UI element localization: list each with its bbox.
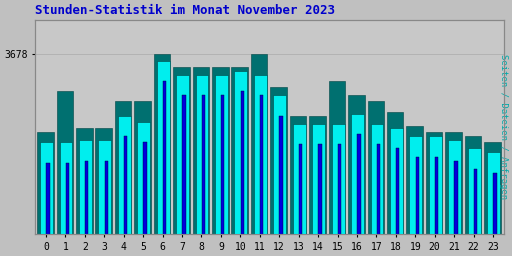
Bar [221, 95, 224, 256]
Bar [37, 132, 54, 256]
Bar [59, 142, 73, 256]
Bar [348, 95, 365, 256]
Bar [390, 128, 403, 256]
Bar [202, 95, 205, 256]
Bar [46, 163, 50, 256]
Bar [196, 75, 208, 256]
Bar [312, 124, 325, 256]
Bar [231, 67, 248, 256]
Bar [98, 140, 111, 256]
Bar [118, 116, 131, 256]
Bar [416, 157, 419, 256]
Bar [280, 116, 283, 256]
Bar [474, 169, 477, 256]
Bar [154, 55, 170, 256]
Bar [299, 144, 302, 256]
Bar [484, 142, 501, 256]
Bar [157, 61, 169, 256]
Bar [377, 144, 380, 256]
Bar [318, 144, 322, 256]
Bar [260, 95, 263, 256]
Bar [357, 134, 360, 256]
Bar [212, 67, 228, 256]
Bar [371, 124, 383, 256]
Bar [95, 128, 112, 256]
Bar [329, 81, 345, 256]
Bar [57, 91, 73, 256]
Bar [124, 136, 127, 256]
Text: Stunden-Statistik im Monat November 2023: Stunden-Statistik im Monat November 2023 [35, 4, 335, 17]
Bar [254, 75, 267, 256]
Bar [40, 142, 53, 256]
Bar [176, 75, 189, 256]
Bar [104, 161, 108, 256]
Bar [338, 144, 341, 256]
Bar [163, 81, 166, 256]
Bar [487, 153, 500, 256]
Bar [293, 124, 306, 256]
Bar [332, 124, 345, 256]
Bar [215, 75, 228, 256]
Bar [493, 173, 497, 256]
Bar [455, 161, 458, 256]
Bar [368, 101, 384, 256]
Bar [445, 132, 462, 256]
Bar [241, 91, 244, 256]
Y-axis label: Seiten / Dateien / Anfragen: Seiten / Dateien / Anfragen [499, 54, 508, 199]
Bar [182, 95, 186, 256]
Bar [465, 136, 481, 256]
Bar [396, 148, 399, 256]
Bar [429, 136, 442, 256]
Bar [79, 140, 92, 256]
Bar [137, 122, 150, 256]
Bar [467, 148, 481, 256]
Bar [251, 55, 267, 256]
Bar [115, 101, 132, 256]
Bar [173, 67, 190, 256]
Bar [426, 132, 442, 256]
Bar [290, 116, 306, 256]
Bar [76, 128, 93, 256]
Bar [273, 95, 286, 256]
Bar [85, 161, 89, 256]
Bar [234, 71, 247, 256]
Bar [143, 142, 147, 256]
Bar [410, 136, 422, 256]
Bar [448, 140, 461, 256]
Bar [309, 116, 326, 256]
Bar [351, 114, 364, 256]
Bar [134, 101, 151, 256]
Bar [193, 67, 209, 256]
Bar [387, 112, 403, 256]
Bar [435, 157, 438, 256]
Bar [270, 87, 287, 256]
Bar [66, 163, 69, 256]
Bar [407, 126, 423, 256]
